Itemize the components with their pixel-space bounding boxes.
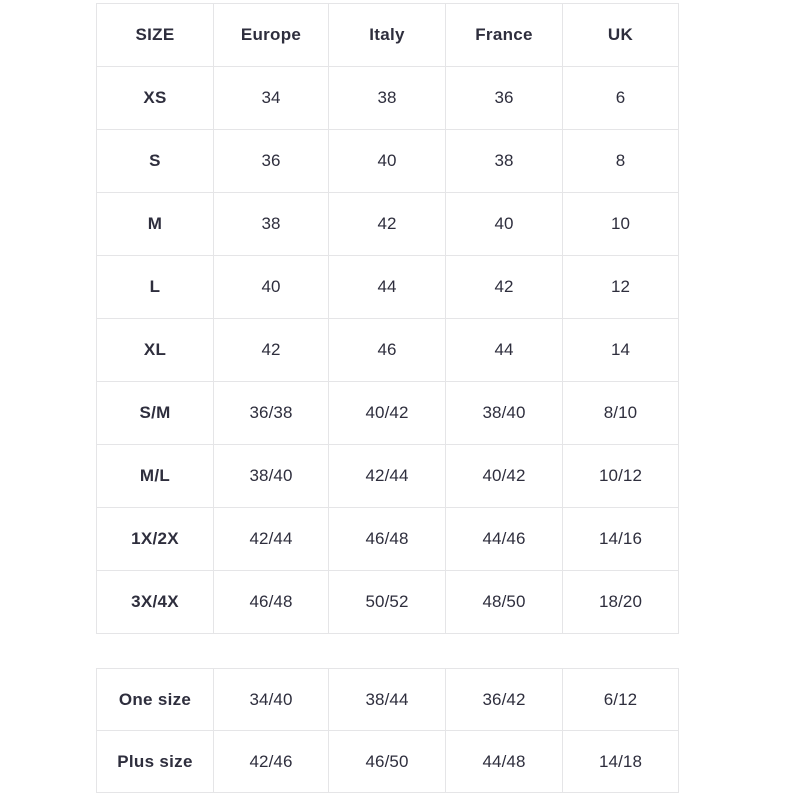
row-label-one-size: One size xyxy=(96,668,214,731)
table-row: 3X/4X 46/48 50/52 48/50 18/20 xyxy=(96,570,679,634)
cell-italy: 50/52 xyxy=(328,570,446,634)
cell-europe: 38/40 xyxy=(213,444,329,508)
cell-europe: 46/48 xyxy=(213,570,329,634)
cell-europe: 36/38 xyxy=(213,381,329,445)
table-header: SIZE Europe Italy France UK xyxy=(96,3,679,67)
cell-uk: 14/16 xyxy=(562,507,679,571)
column-header-italy: Italy xyxy=(328,3,446,67)
row-label-1x-2x: 1X/2X xyxy=(96,507,214,571)
one-size-plus-size-table: One size 34/40 38/44 36/42 6/12 Plus siz… xyxy=(96,668,679,793)
cell-uk: 14/18 xyxy=(562,730,679,793)
cell-uk: 10/12 xyxy=(562,444,679,508)
cell-uk: 10 xyxy=(562,192,679,256)
table-row: One size 34/40 38/44 36/42 6/12 xyxy=(96,668,679,731)
cell-italy: 40/42 xyxy=(328,381,446,445)
cell-uk: 12 xyxy=(562,255,679,319)
cell-italy: 42 xyxy=(328,192,446,256)
cell-italy: 38 xyxy=(328,66,446,130)
table-body: XS 34 38 36 6 S 36 40 38 8 M 38 42 40 10 xyxy=(96,66,679,634)
table-row: M/L 38/40 42/44 40/42 10/12 xyxy=(96,444,679,508)
table-row: L 40 44 42 12 xyxy=(96,255,679,319)
cell-europe: 36 xyxy=(213,129,329,193)
cell-france: 36 xyxy=(445,66,563,130)
cell-france: 44/46 xyxy=(445,507,563,571)
row-label-l: L xyxy=(96,255,214,319)
table-row: XL 42 46 44 14 xyxy=(96,318,679,382)
cell-europe: 38 xyxy=(213,192,329,256)
cell-europe: 40 xyxy=(213,255,329,319)
cell-italy: 38/44 xyxy=(328,668,446,731)
cell-france: 40 xyxy=(445,192,563,256)
cell-uk: 6/12 xyxy=(562,668,679,731)
cell-france: 38/40 xyxy=(445,381,563,445)
cell-france: 44 xyxy=(445,318,563,382)
table-row: 1X/2X 42/44 46/48 44/46 14/16 xyxy=(96,507,679,571)
cell-france: 44/48 xyxy=(445,730,563,793)
cell-france: 48/50 xyxy=(445,570,563,634)
table-row: S/M 36/38 40/42 38/40 8/10 xyxy=(96,381,679,445)
cell-italy: 46/48 xyxy=(328,507,446,571)
cell-uk: 14 xyxy=(562,318,679,382)
table-body: One size 34/40 38/44 36/42 6/12 Plus siz… xyxy=(96,668,679,793)
row-label-m: M xyxy=(96,192,214,256)
column-header-france: France xyxy=(445,3,563,67)
size-conversion-table: SIZE Europe Italy France UK XS 34 38 36 … xyxy=(96,3,679,634)
cell-france: 38 xyxy=(445,129,563,193)
column-header-europe: Europe xyxy=(213,3,329,67)
cell-italy: 42/44 xyxy=(328,444,446,508)
table-row: M 38 42 40 10 xyxy=(96,192,679,256)
cell-uk: 18/20 xyxy=(562,570,679,634)
cell-france: 42 xyxy=(445,255,563,319)
table-header-row: SIZE Europe Italy France UK xyxy=(96,3,679,67)
row-label-plus-size: Plus size xyxy=(96,730,214,793)
column-header-uk: UK xyxy=(562,3,679,67)
row-label-xl: XL xyxy=(96,318,214,382)
table-row: S 36 40 38 8 xyxy=(96,129,679,193)
cell-uk: 6 xyxy=(562,66,679,130)
row-label-s: S xyxy=(96,129,214,193)
row-label-3x-4x: 3X/4X xyxy=(96,570,214,634)
cell-europe: 42/46 xyxy=(213,730,329,793)
cell-france: 40/42 xyxy=(445,444,563,508)
cell-italy: 40 xyxy=(328,129,446,193)
cell-italy: 46 xyxy=(328,318,446,382)
cell-uk: 8 xyxy=(562,129,679,193)
table-row: Plus size 42/46 46/50 44/48 14/18 xyxy=(96,730,679,793)
column-header-size: SIZE xyxy=(96,3,214,67)
row-label-m-l: M/L xyxy=(96,444,214,508)
cell-europe: 34 xyxy=(213,66,329,130)
cell-italy: 44 xyxy=(328,255,446,319)
cell-europe: 34/40 xyxy=(213,668,329,731)
cell-europe: 42 xyxy=(213,318,329,382)
cell-europe: 42/44 xyxy=(213,507,329,571)
cell-italy: 46/50 xyxy=(328,730,446,793)
row-label-s-m: S/M xyxy=(96,381,214,445)
cell-france: 36/42 xyxy=(445,668,563,731)
table-row: XS 34 38 36 6 xyxy=(96,66,679,130)
row-label-xs: XS xyxy=(96,66,214,130)
cell-uk: 8/10 xyxy=(562,381,679,445)
